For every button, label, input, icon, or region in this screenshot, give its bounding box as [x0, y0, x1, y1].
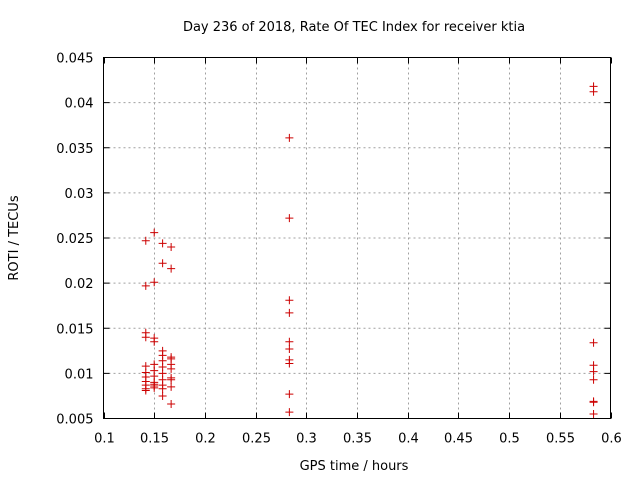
y-tick-label: 0.03 [65, 187, 94, 202]
data-point [150, 278, 159, 287]
data-point [150, 228, 159, 237]
x-tick-label: 0.6 [601, 432, 622, 447]
data-point [141, 281, 150, 290]
x-tick-label: 0.15 [140, 432, 169, 447]
data-point [589, 375, 598, 384]
y-tick-labels: 0.005 0.01 0.015 0.02 0.025 0.03 0.035 0.04 0.04… [56, 52, 93, 428]
x-axis-label: GPS time / hours [300, 459, 409, 474]
data-point [150, 383, 159, 392]
data-point [158, 384, 167, 393]
y-tick-label: 0.005 [56, 413, 93, 428]
data-point [285, 408, 294, 417]
x-tick-label: 0.4 [398, 432, 419, 447]
x-tick-labels: 0.1 0.15 0.2 0.25 0.3 0.35 0.4 0.45 0.5 0.55 0.6 [94, 432, 622, 447]
data-point [589, 367, 598, 376]
data-point [167, 375, 176, 384]
data-point [589, 87, 598, 96]
x-tick-label: 0.45 [444, 432, 473, 447]
data-point [589, 338, 598, 347]
data-point [167, 243, 176, 252]
x-tick-label: 0.55 [546, 432, 575, 447]
grid [103, 57, 611, 419]
data-point [141, 333, 150, 342]
y-axis-label: ROTI / TECUs [7, 195, 22, 280]
data-point [167, 382, 176, 391]
data-point [285, 359, 294, 368]
x-tick-label: 0.3 [296, 432, 317, 447]
data-point [167, 364, 176, 373]
data-point [285, 337, 294, 346]
data-point [285, 345, 294, 354]
data-point [285, 308, 294, 317]
x-tick-label: 0.2 [195, 432, 216, 447]
data-point [285, 214, 294, 223]
data-point [285, 133, 294, 142]
y-tick-label: 0.04 [65, 97, 94, 112]
axis-ticks [103, 57, 612, 419]
x-tick-label: 0.1 [94, 432, 115, 447]
data-points [141, 82, 598, 418]
y-tick-label: 0.015 [56, 322, 93, 337]
data-point [589, 398, 598, 407]
data-point [285, 296, 294, 305]
y-tick-label: 0.025 [56, 232, 93, 247]
data-point [158, 259, 167, 268]
y-tick-label: 0.045 [56, 52, 93, 67]
x-tick-label: 0.5 [499, 432, 520, 447]
data-point [141, 386, 150, 395]
data-point [285, 390, 294, 399]
data-point [158, 391, 167, 400]
data-point [167, 400, 176, 409]
y-tick-label: 0.035 [56, 142, 93, 157]
chart-title: Day 236 of 2018, Rate Of TEC Index for r… [183, 20, 525, 35]
data-point [167, 264, 176, 273]
x-tick-label: 0.35 [343, 432, 372, 447]
data-point [158, 239, 167, 248]
x-tick-label: 0.25 [242, 432, 271, 447]
y-tick-label: 0.02 [65, 277, 94, 292]
data-point [150, 337, 159, 346]
data-point [589, 409, 598, 418]
data-point [141, 236, 150, 245]
y-tick-label: 0.01 [65, 367, 94, 382]
